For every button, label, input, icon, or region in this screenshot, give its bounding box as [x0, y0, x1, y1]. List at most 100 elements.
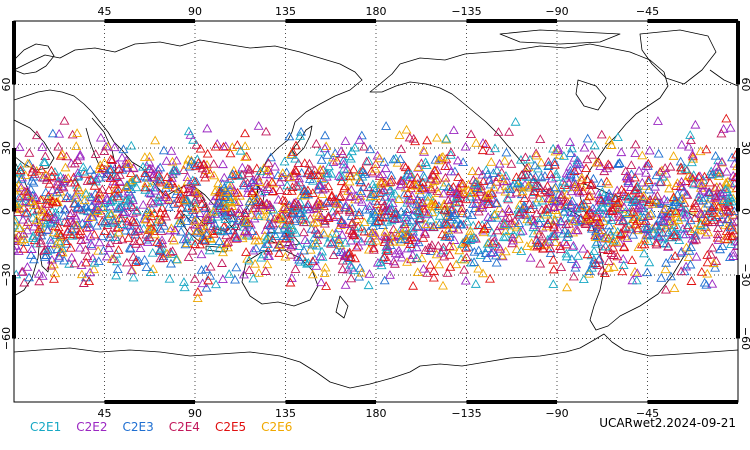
observation-marker: [340, 280, 351, 289]
observation-marker: [708, 258, 719, 268]
observation-marker: [359, 141, 370, 151]
observation-marker: [467, 166, 478, 176]
observation-marker: [482, 253, 493, 262]
observation-marker: [40, 245, 51, 254]
observation-marker: [561, 239, 572, 249]
lon-tick-label-top: −90: [545, 5, 568, 18]
observation-marker: [285, 241, 296, 251]
observation-marker: [503, 204, 514, 213]
observation-marker: [40, 169, 51, 179]
lat-tick-label-left: 30: [0, 141, 13, 155]
observation-marker: [189, 274, 200, 283]
observation-marker: [71, 141, 82, 150]
observation-marker: [521, 163, 532, 172]
observation-marker: [422, 268, 433, 277]
observation-marker: [616, 229, 627, 238]
observation-marker: [409, 232, 420, 241]
observation-marker: [380, 191, 391, 201]
observation-marker: [278, 231, 289, 241]
observation-marker: [381, 245, 392, 255]
observation-marker: [101, 192, 112, 202]
observation-marker: [78, 162, 89, 171]
observation-marker: [465, 235, 476, 244]
observation-marker: [299, 186, 310, 196]
observation-marker: [665, 161, 676, 171]
observation-marker: [654, 177, 665, 187]
observation-marker: [444, 232, 455, 241]
observation-marker: [75, 149, 86, 159]
observation-marker: [587, 203, 598, 213]
observation-marker: [269, 213, 280, 223]
observation-marker: [611, 236, 622, 246]
observation-marker: [564, 218, 574, 228]
observation-marker: [477, 200, 488, 210]
observation-marker: [239, 208, 250, 217]
observation-marker: [480, 191, 491, 201]
observation-marker: [462, 208, 473, 218]
observation-marker: [469, 246, 480, 256]
observation-marker: [711, 161, 722, 171]
observation-marker: [85, 174, 96, 184]
observation-marker: [667, 200, 678, 210]
observation-marker: [32, 204, 43, 214]
observation-marker: [426, 184, 437, 194]
observation-marker: [507, 238, 518, 248]
observation-marker: [128, 252, 139, 261]
observation-marker: [303, 165, 314, 175]
observation-marker: [176, 226, 187, 236]
observation-marker: [428, 222, 439, 231]
observation-marker: [227, 201, 237, 210]
observation-marker: [721, 113, 732, 123]
observation-marker: [26, 244, 37, 253]
observation-marker: [343, 186, 354, 195]
observation-marker: [262, 166, 272, 175]
observation-marker: [386, 203, 397, 213]
observation-marker: [295, 131, 306, 140]
observation-marker: [728, 247, 738, 257]
observation-marker: [501, 147, 512, 157]
observation-marker: [48, 259, 59, 269]
observation-marker: [31, 215, 42, 224]
observation-marker: [518, 203, 529, 212]
observation-marker: [138, 161, 148, 171]
observation-marker: [599, 268, 610, 278]
observation-marker: [167, 156, 178, 166]
observation-marker: [413, 162, 424, 171]
observation-marker: [379, 157, 390, 166]
observation-marker: [141, 178, 152, 188]
observation-marker: [131, 255, 142, 264]
observation-marker: [524, 216, 535, 226]
observation-marker: [113, 222, 124, 231]
observation-marker: [548, 254, 559, 264]
observation-marker: [340, 136, 351, 145]
observation-marker: [246, 209, 257, 219]
observation-marker: [340, 237, 351, 247]
observation-marker: [488, 182, 499, 192]
observation-marker: [465, 187, 476, 196]
observation-marker: [652, 116, 663, 125]
observation-marker: [606, 215, 617, 224]
observation-marker: [614, 158, 625, 167]
observation-marker: [473, 263, 484, 273]
japan-coastline: [291, 125, 313, 157]
observation-marker: [484, 174, 495, 184]
observation-marker: [365, 144, 376, 154]
observation-marker: [596, 129, 607, 139]
observation-marker: [53, 141, 64, 151]
observation-marker: [145, 208, 156, 218]
observation-marker: [237, 230, 248, 240]
observation-marker: [29, 169, 40, 178]
observation-marker: [505, 184, 516, 193]
observation-marker: [374, 188, 385, 197]
observation-marker: [600, 241, 611, 251]
lat-tick-label-right: 0: [739, 208, 750, 215]
observation-marker: [360, 169, 371, 178]
observation-marker: [439, 200, 450, 210]
observation-marker: [311, 138, 322, 148]
observation-marker: [41, 250, 52, 259]
observation-marker: [336, 176, 347, 186]
observation-marker: [334, 171, 345, 180]
observation-marker: [702, 268, 713, 278]
lat-tick-label-left: −60: [0, 327, 13, 350]
